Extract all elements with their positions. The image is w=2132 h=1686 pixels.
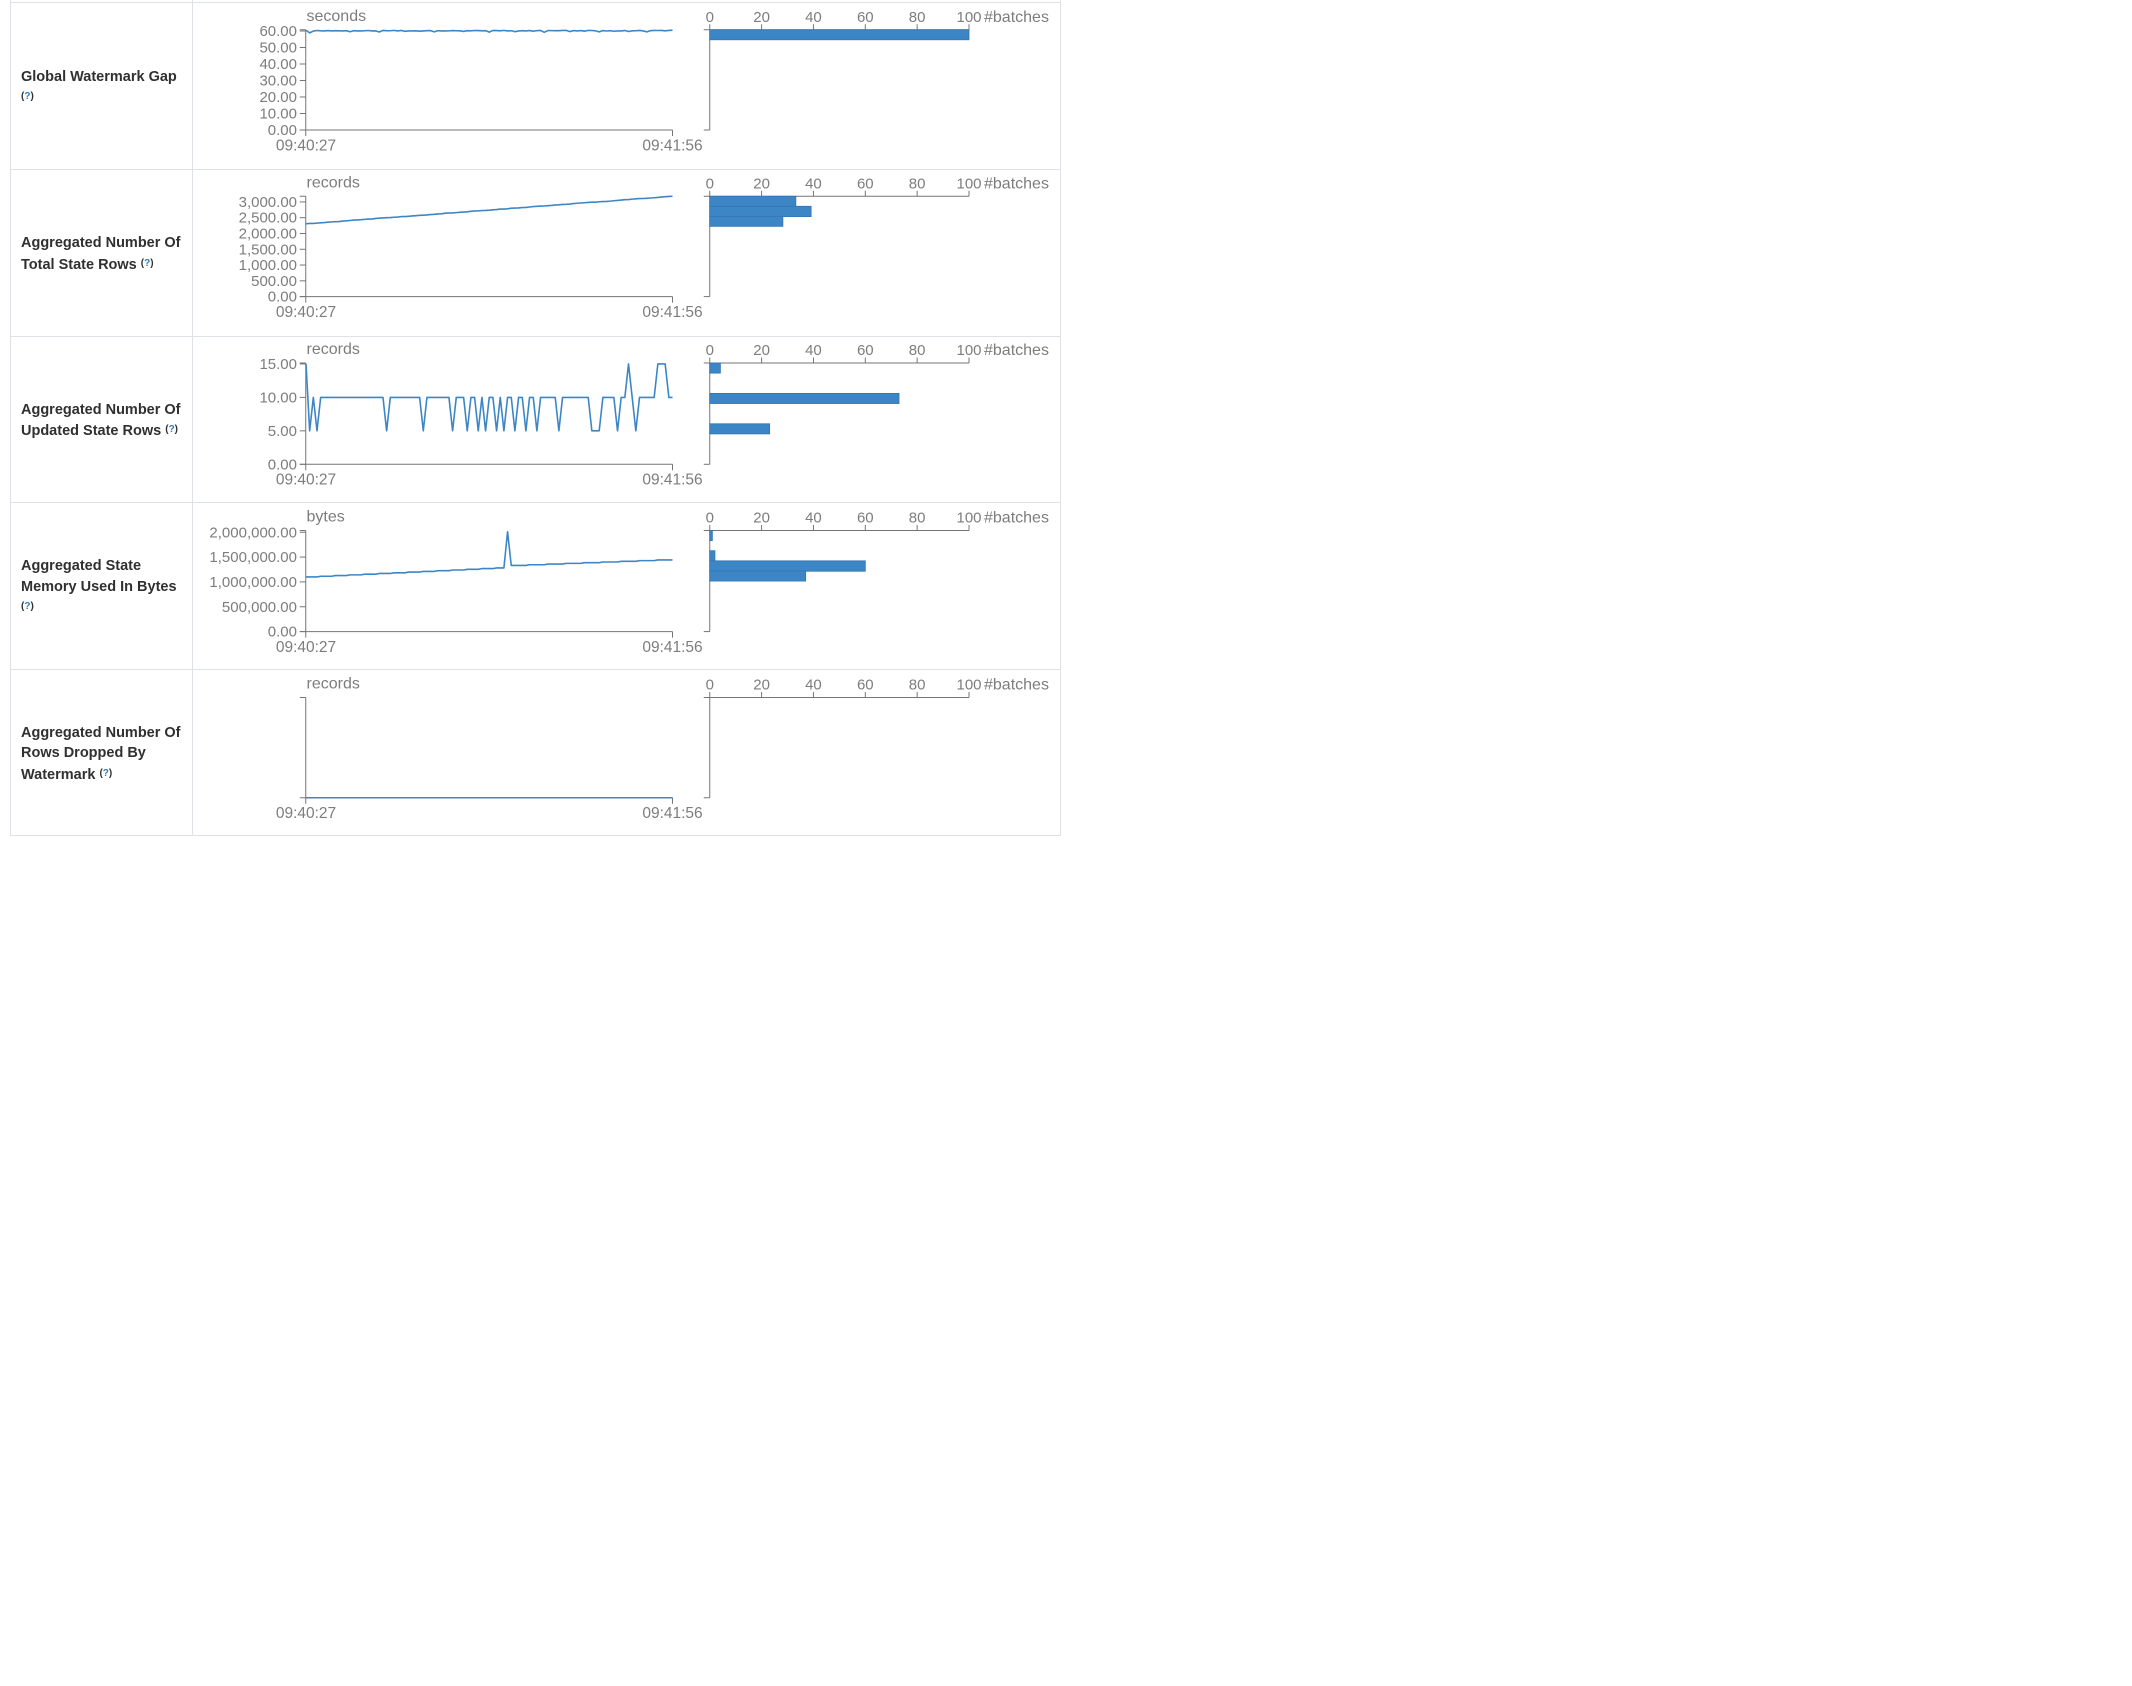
svg-text:15.00: 15.00: [259, 356, 297, 373]
svg-text:0.00: 0.00: [268, 289, 297, 306]
svg-text:seconds: seconds: [307, 8, 367, 25]
svg-text:80: 80: [909, 9, 926, 26]
svg-text:#batches: #batches: [984, 9, 1049, 26]
svg-text:40: 40: [805, 677, 822, 694]
svg-text:40: 40: [805, 9, 822, 26]
svg-text:09:41:56: 09:41:56: [642, 304, 702, 321]
svg-text:100: 100: [956, 342, 981, 359]
svg-text:09:41:56: 09:41:56: [642, 472, 702, 489]
svg-text:10.00: 10.00: [259, 389, 297, 406]
svg-text:60: 60: [857, 175, 874, 192]
svg-text:0: 0: [706, 175, 714, 192]
svg-text:500,000.00: 500,000.00: [222, 599, 297, 616]
svg-text:09:40:27: 09:40:27: [276, 304, 336, 321]
svg-text:40: 40: [805, 175, 822, 192]
svg-text:#batches: #batches: [984, 175, 1049, 192]
svg-text:100: 100: [956, 9, 981, 26]
svg-text:80: 80: [909, 342, 926, 359]
svg-text:60: 60: [857, 342, 874, 359]
svg-text:10.00: 10.00: [259, 106, 297, 123]
svg-text:0: 0: [706, 9, 714, 26]
svg-text:40: 40: [805, 510, 822, 527]
svg-text:09:40:27: 09:40:27: [276, 472, 336, 489]
svg-text:30.00: 30.00: [259, 73, 297, 90]
svg-text:0.00: 0.00: [268, 456, 297, 473]
svg-text:20: 20: [753, 175, 770, 192]
svg-text:2,500.00: 2,500.00: [239, 210, 297, 227]
svg-text:20: 20: [753, 9, 770, 26]
svg-text:80: 80: [909, 175, 926, 192]
svg-text:0.00: 0.00: [268, 122, 297, 139]
svg-text:09:40:27: 09:40:27: [276, 805, 336, 822]
svg-text:0.00: 0.00: [268, 624, 297, 641]
svg-text:5.00: 5.00: [268, 423, 297, 440]
svg-text:records: records: [307, 676, 360, 693]
svg-text:40: 40: [805, 342, 822, 359]
svg-text:40.00: 40.00: [259, 56, 297, 73]
svg-text:100: 100: [956, 175, 981, 192]
svg-text:20.00: 20.00: [259, 89, 297, 106]
svg-text:60: 60: [857, 677, 874, 694]
svg-text:2,000,000.00: 2,000,000.00: [209, 524, 297, 541]
svg-text:#batches: #batches: [984, 342, 1049, 359]
svg-text:60.00: 60.00: [259, 23, 297, 40]
svg-text:1,000.00: 1,000.00: [239, 257, 297, 274]
svg-text:records: records: [307, 174, 360, 191]
svg-text:20: 20: [753, 677, 770, 694]
svg-text:09:41:56: 09:41:56: [642, 805, 702, 822]
svg-text:1,500,000.00: 1,500,000.00: [209, 549, 297, 566]
svg-text:3,000.00: 3,000.00: [239, 194, 297, 211]
svg-text:09:40:27: 09:40:27: [276, 137, 336, 154]
svg-text:60: 60: [857, 510, 874, 527]
svg-text:20: 20: [753, 510, 770, 527]
svg-text:100: 100: [956, 510, 981, 527]
svg-text:09:41:56: 09:41:56: [642, 639, 702, 656]
svg-text:1,500.00: 1,500.00: [239, 241, 297, 258]
svg-text:1,000,000.00: 1,000,000.00: [209, 574, 297, 591]
svg-text:0: 0: [706, 510, 714, 527]
svg-text:bytes: bytes: [307, 509, 345, 526]
svg-text:80: 80: [909, 677, 926, 694]
svg-text:records: records: [307, 341, 360, 358]
svg-text:60: 60: [857, 9, 874, 26]
svg-text:2,000.00: 2,000.00: [239, 225, 297, 242]
svg-text:09:40:27: 09:40:27: [276, 639, 336, 656]
svg-text:500.00: 500.00: [251, 273, 297, 290]
svg-text:0: 0: [706, 342, 714, 359]
svg-text:100: 100: [956, 677, 981, 694]
svg-text:09:41:56: 09:41:56: [642, 137, 702, 154]
svg-text:#batches: #batches: [984, 510, 1049, 527]
svg-text:0: 0: [706, 677, 714, 694]
svg-text:50.00: 50.00: [259, 40, 297, 57]
svg-text:#batches: #batches: [984, 677, 1049, 694]
svg-text:80: 80: [909, 510, 926, 527]
svg-text:20: 20: [753, 342, 770, 359]
